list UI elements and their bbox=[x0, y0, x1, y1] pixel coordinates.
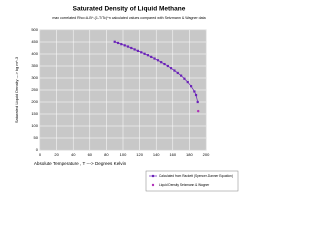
data-point bbox=[156, 59, 159, 62]
data-point bbox=[163, 62, 166, 66]
data-point bbox=[173, 69, 176, 72]
data-point bbox=[113, 40, 116, 43]
data-point bbox=[130, 46, 133, 50]
data-point bbox=[193, 90, 196, 93]
data-point bbox=[180, 74, 183, 77]
chart-title: Saturated Density of Liquid Methane bbox=[73, 6, 186, 13]
data-point bbox=[140, 51, 143, 54]
y-tick-label: 50 bbox=[34, 135, 39, 140]
x-tick-label: 80 bbox=[104, 152, 109, 157]
x-tick-label: 20 bbox=[54, 152, 59, 157]
x-tick-label: 100 bbox=[120, 152, 127, 157]
legend-label: Calculated from Rackett (Spencer-Danner … bbox=[159, 174, 233, 178]
data-point bbox=[123, 44, 126, 47]
chart: Saturated Density of Liquid Methane max … bbox=[14, 5, 239, 192]
data-point bbox=[166, 64, 169, 68]
data-point bbox=[194, 93, 198, 97]
y-tick-label: 300 bbox=[31, 75, 38, 80]
legend bbox=[145, 170, 239, 192]
x-tick-label: 120 bbox=[136, 152, 143, 157]
chart-subtitle: max correlated Rho=A-B^-(1-T/Tc)^n calcu… bbox=[52, 16, 205, 20]
x-tick-label: 40 bbox=[71, 152, 76, 157]
data-point bbox=[126, 45, 130, 48]
data-point bbox=[120, 43, 123, 46]
data-point bbox=[186, 80, 189, 84]
data-point bbox=[196, 100, 199, 104]
x-tick-label: 140 bbox=[153, 152, 160, 157]
x-tick-label: 60 bbox=[88, 152, 93, 157]
data-point bbox=[153, 57, 156, 60]
data-point bbox=[183, 77, 186, 80]
data-point bbox=[189, 85, 193, 88]
y-tick-label: 450 bbox=[31, 39, 38, 44]
data-point bbox=[133, 48, 136, 51]
data-point bbox=[176, 71, 179, 75]
y-tick-label: 500 bbox=[31, 27, 38, 32]
data-point bbox=[160, 61, 163, 64]
y-tick-label: 150 bbox=[31, 111, 38, 116]
y-tick-label: 250 bbox=[31, 87, 38, 92]
x-tick-label: 200 bbox=[203, 152, 210, 157]
x-tick-label: 160 bbox=[169, 152, 176, 157]
data-point bbox=[170, 67, 173, 70]
data-point bbox=[136, 49, 140, 52]
data-point bbox=[150, 55, 153, 58]
y-tick-label: 400 bbox=[31, 51, 38, 56]
y-tick-label: 0 bbox=[36, 147, 39, 152]
x-tick-label: 180 bbox=[186, 152, 193, 157]
data-point bbox=[143, 52, 146, 55]
legend-label: Liquid Density Setzmann & Wagner bbox=[159, 183, 210, 187]
data-point bbox=[196, 109, 200, 113]
legend-marker bbox=[151, 183, 155, 187]
y-tick-label: 200 bbox=[31, 99, 38, 104]
data-point bbox=[146, 54, 149, 57]
x-axis-label: Absolute Temperature , T ---> Degrees Ke… bbox=[34, 161, 127, 166]
data-point bbox=[116, 41, 120, 45]
y-axis-label: Saturated Liquid Density ---> kg m^-3 bbox=[14, 56, 19, 123]
y-tick-label: 100 bbox=[31, 123, 38, 128]
legend-marker bbox=[151, 174, 155, 178]
y-tick-label: 350 bbox=[31, 63, 38, 68]
x-tick-label: 0 bbox=[39, 152, 42, 157]
